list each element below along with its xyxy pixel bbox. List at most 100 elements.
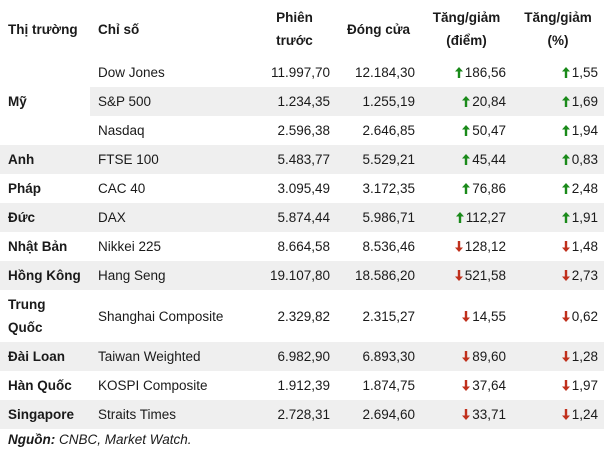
change-points-cell: 128,12 <box>421 232 512 261</box>
change-points-value: 33,71 <box>472 407 506 422</box>
arrow-down-icon <box>561 409 570 420</box>
change-points-cell: 186,56 <box>421 58 512 87</box>
market-cell: Trung Quốc <box>0 290 90 342</box>
change-points-cell: 37,64 <box>421 371 512 400</box>
change-percent-cell: 2,48 <box>512 174 604 203</box>
change-points-value: 45,44 <box>472 152 506 167</box>
change-percent-value: 1,48 <box>571 239 598 254</box>
previous-cell: 1.912,39 <box>277 378 330 393</box>
arrow-up-icon <box>561 154 570 165</box>
change-points-value: 20,84 <box>472 94 506 109</box>
index-cell: S&P 500 <box>90 87 253 116</box>
arrow-up-icon <box>561 183 570 194</box>
change-points-value: 76,86 <box>472 181 506 196</box>
header-previous-line2: trước <box>276 33 313 48</box>
change-points-value: 186,56 <box>464 65 506 80</box>
arrow-down-icon <box>454 241 463 252</box>
table-row: S&P 500 1.234,35 1.255,19 20,84 1,69 <box>0 87 604 116</box>
change-points-value: 14,55 <box>472 308 506 324</box>
index-cell: FTSE 100 <box>90 145 253 174</box>
change-points-value: 37,64 <box>472 378 506 393</box>
market-cell: Singapore <box>0 400 90 429</box>
change-percent-value: 1,97 <box>571 378 598 393</box>
table-row: Nhật Bản Nikkei 225 8.664,58 8.536,46 12… <box>0 232 604 261</box>
change-percent-value: 0,62 <box>571 308 598 324</box>
index-cell: CAC 40 <box>98 181 146 196</box>
close-cell: 2.315,27 <box>362 308 415 324</box>
index-cell: Dow Jones <box>98 65 165 80</box>
market-cell: Hồng Kông <box>0 261 90 290</box>
arrow-up-icon <box>454 67 463 78</box>
change-points-cell: 76,86 <box>421 174 512 203</box>
close-cell: 1.874,75 <box>362 378 415 393</box>
arrow-down-icon <box>454 270 463 281</box>
source-label: Nguồn: <box>8 432 56 447</box>
market-line1: Trung <box>8 297 46 312</box>
arrow-down-icon <box>561 380 570 391</box>
previous-cell: 1.234,35 <box>253 87 336 116</box>
change-percent-value: 1,55 <box>571 65 598 80</box>
header-change-percent-line2: (%) <box>547 33 569 48</box>
table-row: Đài Loan Taiwan Weighted 6.982,90 6.893,… <box>0 342 604 371</box>
arrow-up-icon <box>462 154 471 165</box>
change-percent-cell: 0,62 <box>512 290 604 342</box>
arrow-down-icon <box>561 270 570 281</box>
change-percent-value: 1,94 <box>571 123 598 138</box>
table-row: Singapore Straits Times 2.728,31 2.694,6… <box>0 400 604 429</box>
table-row: Hàn Quốc KOSPI Composite 1.912,39 1.874,… <box>0 371 604 400</box>
change-percent-cell: 1,94 <box>512 116 604 145</box>
close-cell: 18.586,20 <box>336 261 421 290</box>
change-percent-value: 0,83 <box>571 152 598 167</box>
change-points-cell: 89,60 <box>421 342 512 371</box>
change-points-value: 89,60 <box>472 349 506 364</box>
change-points-cell: 521,58 <box>421 261 512 290</box>
table-row: Hồng Kông Hang Seng 19.107,80 18.586,20 … <box>0 261 604 290</box>
table-header-row: Thị trường Chỉ số Phiên trước Đóng cửa T… <box>0 0 604 58</box>
header-change-points-line1: Tăng/giảm <box>432 10 501 25</box>
table-row: Anh FTSE 100 5.483,77 5.529,21 45,44 0,8… <box>0 145 604 174</box>
table-row: Mỹ Dow Jones 11.997,70 12.184,30 186,56 … <box>0 58 604 109</box>
market-cell: Hàn Quốc <box>8 378 72 393</box>
change-percent-value: 1,91 <box>571 210 598 225</box>
arrow-up-icon <box>462 125 471 136</box>
header-close: Đóng cửa <box>346 21 411 37</box>
arrow-down-icon <box>462 310 471 322</box>
change-percent-cell: 2,73 <box>512 261 604 290</box>
previous-cell: 19.107,80 <box>253 261 336 290</box>
arrow-down-icon <box>462 351 471 362</box>
index-cell: Shanghai Composite <box>98 308 224 324</box>
change-points-cell: 20,84 <box>421 87 512 116</box>
header-previous-line1: Phiên <box>276 10 313 25</box>
previous-cell: 3.095,49 <box>277 181 330 196</box>
arrow-down-icon <box>462 380 471 391</box>
market-cell: Pháp <box>8 181 42 196</box>
change-percent-value: 1,28 <box>571 349 598 364</box>
close-cell: 12.184,30 <box>354 65 415 80</box>
previous-cell: 11.997,70 <box>270 65 330 80</box>
arrow-up-icon <box>561 125 570 136</box>
change-percent-cell: 0,83 <box>512 145 604 174</box>
close-cell: 8.536,46 <box>362 239 415 254</box>
close-cell: 2.646,85 <box>362 123 415 138</box>
change-percent-value: 1,24 <box>571 407 598 422</box>
index-cell: Nikkei 225 <box>98 239 162 254</box>
previous-cell: 2.329,82 <box>277 308 330 324</box>
change-percent-cell: 1,69 <box>512 87 604 116</box>
header-previous: Phiên trước <box>253 0 336 58</box>
arrow-up-icon <box>561 212 570 223</box>
index-cell: DAX <box>90 203 253 232</box>
header-change-points-line2: (điểm) <box>446 33 487 48</box>
market-cell: Anh <box>0 145 90 174</box>
change-percent-value: 2,48 <box>571 181 598 196</box>
market-cell: Mỹ <box>8 94 27 109</box>
change-points-value: 50,47 <box>472 123 506 138</box>
market-cell: Nhật Bản <box>8 239 68 254</box>
table-row: Nasdaq 2.596,38 2.646,85 50,47 1,94 <box>0 116 604 145</box>
change-percent-value: 1,69 <box>571 94 598 109</box>
change-percent-cell: 1,55 <box>512 58 604 87</box>
previous-cell: 5.483,77 <box>253 145 336 174</box>
arrow-down-icon <box>561 310 570 322</box>
market-index-table: Thị trường Chỉ số Phiên trước Đóng cửa T… <box>0 0 604 429</box>
source-text: CNBC, Market Watch. <box>55 432 192 447</box>
change-points-value: 112,27 <box>465 210 506 225</box>
